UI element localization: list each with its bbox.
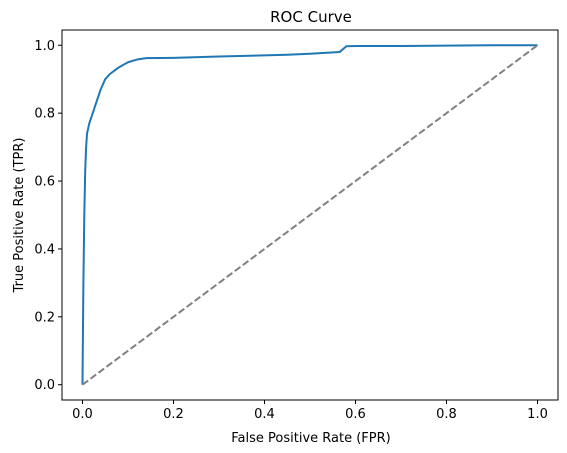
- y-tick-label: 0.2: [34, 310, 55, 325]
- y-tick-label: 0.0: [34, 378, 55, 393]
- plot-area: 0.0 0.2 0.4 0.6 0.8 1.0 0.0 0.2 0.4 0.6 0.8 1.0: [34, 29, 559, 422]
- x-tick-label: 0.6: [345, 407, 366, 422]
- x-tick-label: 0.2: [163, 407, 184, 422]
- y-tick-label: 0.8: [34, 107, 55, 122]
- x-tick-label: 0.8: [436, 407, 457, 422]
- diagonal-reference-line: [81, 44, 539, 386]
- y-axis-label: True Positive Rate (TPR): [12, 138, 27, 294]
- y-tick-label: 1.0: [34, 39, 55, 54]
- roc-curve-line: [81, 44, 538, 385]
- chart-title: ROC Curve: [270, 8, 352, 26]
- x-tick-label: 1.0: [527, 407, 548, 422]
- x-axis-label: False Positive Rate (FPR): [231, 431, 390, 446]
- y-tick-label: 0.6: [34, 175, 55, 190]
- x-tick-label: 0.4: [254, 407, 275, 422]
- y-tick-label: 0.4: [34, 242, 55, 257]
- x-tick-label: 0.0: [72, 407, 93, 422]
- plot-frame: [61, 29, 559, 401]
